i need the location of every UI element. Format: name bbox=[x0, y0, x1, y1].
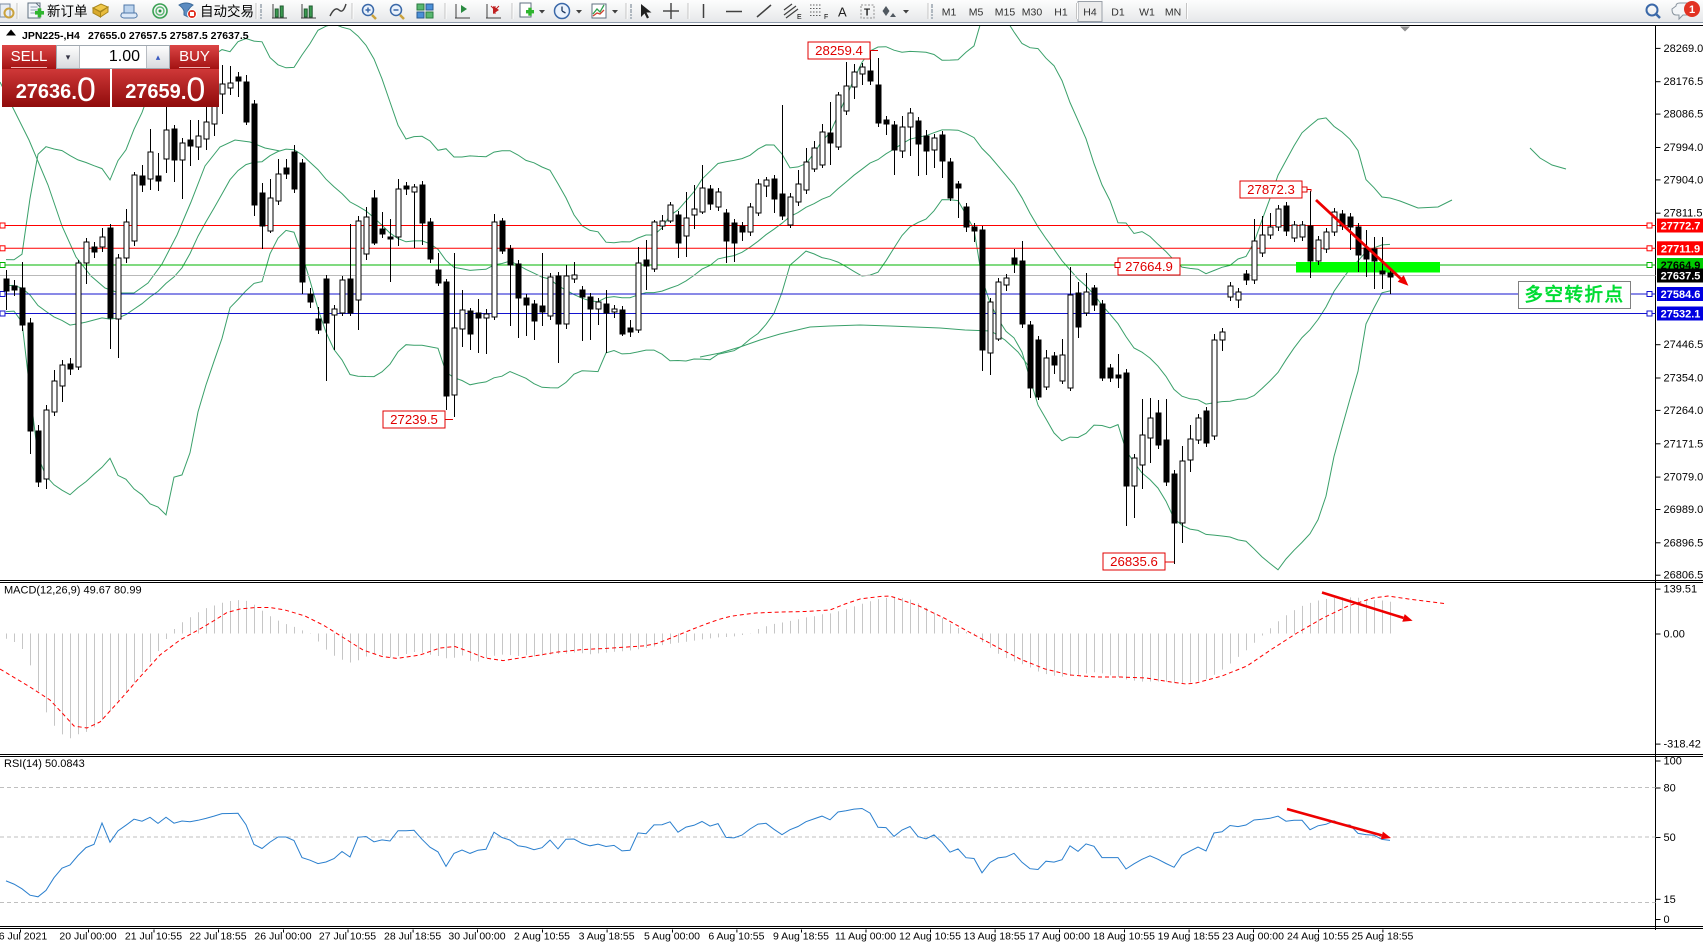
svg-text:27354.0: 27354.0 bbox=[1664, 373, 1703, 385]
svg-text:28086.5: 28086.5 bbox=[1664, 109, 1703, 121]
svg-text:0.00: 0.00 bbox=[1664, 629, 1685, 641]
svg-text:2 Aug 10:55: 2 Aug 10:55 bbox=[514, 931, 570, 942]
svg-text:18 Aug 10:55: 18 Aug 10:55 bbox=[1093, 931, 1155, 942]
svg-text:28259.4: 28259.4 bbox=[815, 43, 863, 58]
svg-text:26989.0: 26989.0 bbox=[1664, 504, 1703, 516]
svg-text:27532.1: 27532.1 bbox=[1661, 309, 1701, 321]
svg-text:26806.5: 26806.5 bbox=[1664, 570, 1703, 582]
svg-text:1: 1 bbox=[1689, 4, 1695, 16]
svg-text:JPN225-,H4: JPN225-,H4 bbox=[22, 30, 80, 42]
svg-text:T: T bbox=[864, 8, 870, 19]
svg-text:16 Jul 2021: 16 Jul 2021 bbox=[0, 931, 47, 942]
svg-text:E: E bbox=[797, 14, 802, 21]
svg-text:27811.5: 27811.5 bbox=[1664, 208, 1703, 220]
svg-text:M30: M30 bbox=[1022, 7, 1043, 19]
svg-text:3 Aug 18:55: 3 Aug 18:55 bbox=[579, 931, 635, 942]
svg-text:26835.6: 26835.6 bbox=[1110, 554, 1158, 569]
svg-text:MN: MN bbox=[1165, 7, 1181, 19]
svg-text:H4: H4 bbox=[1083, 7, 1097, 19]
svg-text:27994.0: 27994.0 bbox=[1664, 142, 1703, 154]
svg-text:100: 100 bbox=[1664, 756, 1682, 768]
svg-text:27 Jul 10:55: 27 Jul 10:55 bbox=[319, 931, 376, 942]
svg-text:12 Aug 10:55: 12 Aug 10:55 bbox=[899, 931, 961, 942]
svg-text:28 Jul 18:55: 28 Jul 18:55 bbox=[384, 931, 441, 942]
svg-text:19 Aug 18:55: 19 Aug 18:55 bbox=[1158, 931, 1220, 942]
svg-text:27264.0: 27264.0 bbox=[1664, 405, 1703, 417]
svg-text:RSI(14) 50.0843: RSI(14) 50.0843 bbox=[4, 758, 85, 770]
svg-text:M15: M15 bbox=[995, 7, 1016, 19]
svg-text:15: 15 bbox=[1664, 894, 1676, 906]
svg-text:30 Jul 00:00: 30 Jul 00:00 bbox=[448, 931, 505, 942]
svg-text:11 Aug 00:00: 11 Aug 00:00 bbox=[835, 931, 896, 942]
svg-text:13 Aug 18:55: 13 Aug 18:55 bbox=[964, 931, 1026, 942]
svg-text:多空转折点: 多空转折点 bbox=[1524, 284, 1624, 305]
svg-text:-318.42: -318.42 bbox=[1664, 739, 1701, 751]
svg-text:0: 0 bbox=[1664, 914, 1670, 926]
svg-text:24 Aug 10:55: 24 Aug 10:55 bbox=[1287, 931, 1349, 942]
svg-text:5 Aug 00:00: 5 Aug 00:00 bbox=[644, 931, 700, 942]
svg-text:26896.5: 26896.5 bbox=[1664, 537, 1703, 549]
svg-text:27446.5: 27446.5 bbox=[1664, 339, 1703, 351]
svg-text:27711.9: 27711.9 bbox=[1661, 243, 1700, 255]
svg-text:27904.0: 27904.0 bbox=[1664, 174, 1703, 186]
svg-text:139.51: 139.51 bbox=[1664, 584, 1698, 596]
svg-text:M5: M5 bbox=[969, 7, 984, 19]
svg-text:H1: H1 bbox=[1054, 7, 1068, 19]
svg-text:自动交易: 自动交易 bbox=[200, 3, 254, 19]
svg-text:27655.0 27657.5 27587.5 27637.: 27655.0 27657.5 27587.5 27637.5 bbox=[88, 30, 249, 42]
svg-text:25 Aug 18:55: 25 Aug 18:55 bbox=[1351, 931, 1413, 942]
svg-text:W1: W1 bbox=[1139, 7, 1155, 19]
svg-text:F: F bbox=[824, 14, 828, 21]
svg-text:A: A bbox=[838, 5, 847, 20]
svg-text:21 Jul 10:55: 21 Jul 10:55 bbox=[125, 931, 182, 942]
svg-text:27872.3: 27872.3 bbox=[1247, 182, 1295, 197]
svg-text:27664.9: 27664.9 bbox=[1125, 259, 1173, 274]
svg-text:新订单: 新订单 bbox=[47, 4, 88, 19]
svg-text:M1: M1 bbox=[942, 7, 957, 19]
svg-text:28176.5: 28176.5 bbox=[1664, 76, 1703, 88]
svg-text:22 Jul 18:55: 22 Jul 18:55 bbox=[189, 931, 246, 942]
svg-text:26 Jul 00:00: 26 Jul 00:00 bbox=[254, 931, 311, 942]
svg-text:27584.6: 27584.6 bbox=[1661, 289, 1701, 301]
svg-text:6 Aug 10:55: 6 Aug 10:55 bbox=[708, 931, 764, 942]
svg-text:50: 50 bbox=[1664, 832, 1676, 844]
svg-text:27079.0: 27079.0 bbox=[1664, 472, 1703, 484]
svg-text:17 Aug 00:00: 17 Aug 00:00 bbox=[1028, 931, 1090, 942]
svg-text:D1: D1 bbox=[1111, 7, 1125, 19]
svg-text:27772.7: 27772.7 bbox=[1661, 221, 1701, 233]
svg-text:9 Aug 18:55: 9 Aug 18:55 bbox=[773, 931, 829, 942]
svg-text:27171.5: 27171.5 bbox=[1664, 438, 1703, 450]
svg-text:27239.5: 27239.5 bbox=[390, 412, 438, 427]
svg-text:23 Aug 00:00: 23 Aug 00:00 bbox=[1222, 931, 1284, 942]
svg-text:27637.5: 27637.5 bbox=[1661, 271, 1701, 283]
svg-text:80: 80 bbox=[1664, 783, 1676, 795]
svg-text:MACD(12,26,9) 49.67 80.99: MACD(12,26,9) 49.67 80.99 bbox=[4, 585, 142, 597]
svg-text:28269.0: 28269.0 bbox=[1664, 43, 1703, 55]
svg-text:20 Jul 00:00: 20 Jul 00:00 bbox=[59, 931, 116, 942]
